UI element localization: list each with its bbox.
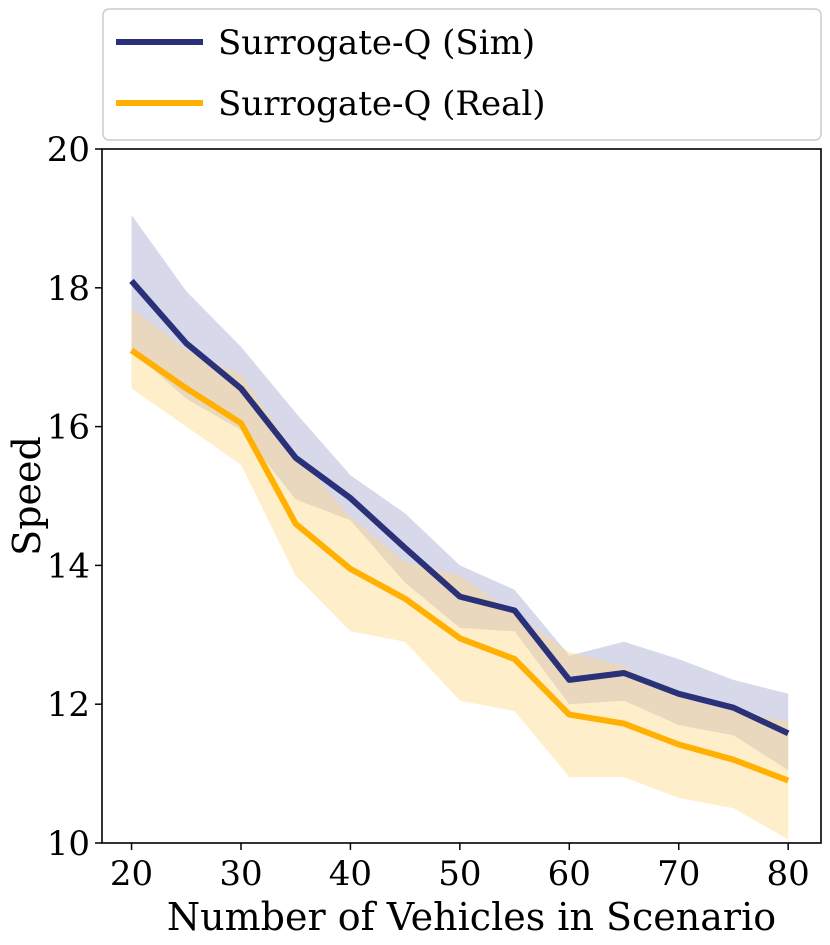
legend-label-1: Surrogate-Q (Real) bbox=[218, 84, 546, 124]
x-tick-label-20: 20 bbox=[110, 854, 153, 894]
x-tick-label-80: 80 bbox=[767, 854, 810, 894]
x-tick-label-30: 30 bbox=[219, 854, 262, 894]
legend: Surrogate-Q (Sim) Surrogate-Q (Real) bbox=[102, 8, 822, 141]
y-tick-label-14: 14 bbox=[47, 546, 90, 586]
series-lines bbox=[129, 278, 790, 784]
band-series-0 bbox=[131, 214, 789, 771]
band-series-1 bbox=[131, 308, 789, 840]
x-axis-label: Number of Vehicles in Scenario bbox=[167, 895, 776, 939]
legend-label-0: Surrogate-Q (Sim) bbox=[218, 23, 535, 63]
y-tick-label-18: 18 bbox=[47, 269, 90, 309]
x-tick-label-50: 50 bbox=[438, 854, 481, 894]
x-tick-label-60: 60 bbox=[548, 854, 591, 894]
y-axis-label: Speed bbox=[5, 436, 49, 556]
y-tick-label-16: 16 bbox=[47, 408, 90, 448]
y-tick-label-20: 20 bbox=[47, 130, 90, 170]
axis-ticks: 20 30 40 50 60 70 80 10 12 14 16 18 20 bbox=[47, 130, 810, 894]
y-tick-label-12: 12 bbox=[47, 685, 90, 725]
legend-box bbox=[102, 8, 822, 141]
x-tick-label-40: 40 bbox=[329, 854, 372, 894]
y-tick-label-10: 10 bbox=[47, 824, 90, 864]
confidence-bands bbox=[131, 214, 789, 840]
plot-frame bbox=[101, 148, 822, 844]
x-tick-label-70: 70 bbox=[657, 854, 700, 894]
